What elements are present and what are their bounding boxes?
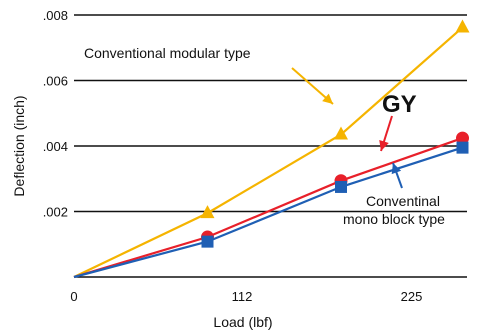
data-point-modular-1 [200,205,215,219]
data-point-gy-3 [456,131,469,145]
annotation-mono-line1: Conventinal [366,193,440,209]
x-tick-label-0: 0 [70,289,77,304]
data-point-mono-2 [335,180,347,193]
series-group [73,19,470,279]
annotation-mono-line2: mono block type [343,211,445,227]
arrow-mono [391,162,403,189]
y-tick-label-0: .002 [43,205,68,220]
series-line-mono [73,146,463,279]
annotation-arrows [291,67,403,189]
arrow-gy-head [379,139,389,151]
y-tick-label-3: .008 [43,8,68,23]
y-tick-label-1: .004 [43,139,68,154]
y-tick-label-2: .006 [43,74,68,89]
y-tick-labels: .002 .004 .006 .008 [43,8,68,220]
arrow-modular [291,67,334,105]
arrow-gy [379,115,393,152]
x-tick-label-2: 225 [401,289,423,304]
data-point-modular-3 [455,19,470,33]
arrow-mono-head [391,163,402,175]
arrow-modular-head [322,93,333,104]
annotation-gy: GY [382,91,417,118]
series-line-gy [73,137,463,279]
x-axis-label: Load (lbf) [213,314,272,330]
grid-lines [74,14,467,278]
x-tick-labels: 0 112 225 [70,289,422,304]
y-axis-label: Deflection (inch) [11,95,27,196]
x-tick-label-1: 112 [232,289,253,304]
annotation-modular: Conventional modular type [84,45,251,61]
data-point-mono-1 [201,235,214,248]
data-point-mono-3 [456,141,469,154]
series-line-modular [73,26,464,278]
data-point-modular-2 [334,126,348,140]
